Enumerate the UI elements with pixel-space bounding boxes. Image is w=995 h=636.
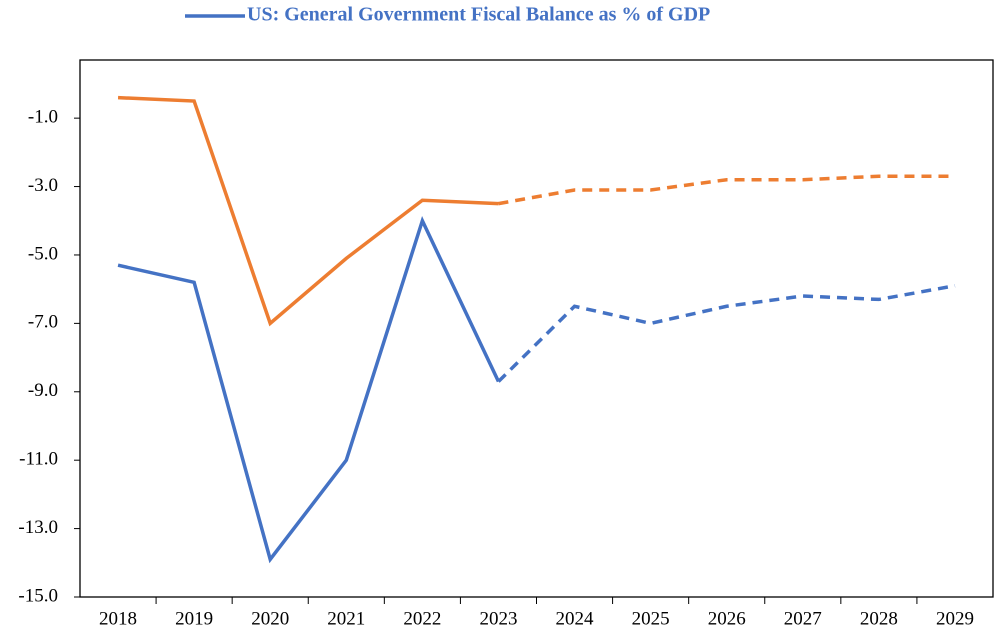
x-tick-label: 2025 [632,608,670,629]
x-tick-label: 2023 [479,608,517,629]
y-tick-label: -9.0 [28,380,58,401]
x-tick-label: 2019 [175,608,213,629]
y-tick-label: -11.0 [19,449,58,470]
y-tick-label: -3.0 [28,175,58,196]
x-tick-label: 2018 [99,608,137,629]
x-tick-label: 2021 [327,608,365,629]
y-tick-label: -5.0 [28,243,58,264]
y-tick-label: -1.0 [28,107,58,128]
x-tick-label: 2024 [556,608,595,629]
x-tick-label: 2026 [708,608,746,629]
x-tick-label: 2028 [860,608,898,629]
x-tick-label: 2020 [251,608,289,629]
y-tick-label: -7.0 [28,312,58,333]
legend-text: US: General Government Fiscal Balance as… [247,4,710,26]
plot-frame [79,59,994,598]
x-tick-label: 2029 [936,608,974,629]
line [117,95,499,327]
line [117,215,501,564]
y-tick-label: -15.0 [18,585,58,606]
forecast-line [497,284,956,383]
x-tick-label: 2027 [784,608,822,629]
x-tick-label: 2022 [403,608,441,629]
forecast-line [498,174,955,206]
y-tick-label: -13.0 [18,517,58,538]
